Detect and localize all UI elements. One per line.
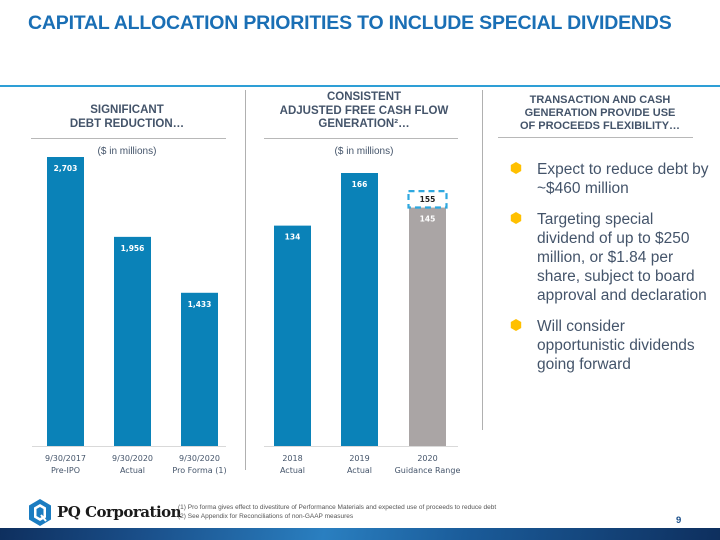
footnote: (2) See Appendix for Reconciliations of … [178,512,354,520]
bar [274,225,311,446]
heading-line: GENERATION PROVIDE USE [524,107,676,119]
category-sublabel: Guidance Range [395,466,461,475]
category-sublabel: Actual [120,466,145,475]
heading-line: DEBT REDUCTION… [69,117,185,130]
hexagon-bullet-icon [510,162,522,174]
guidance-high-label: 155 [420,195,436,204]
footer-band [0,528,720,540]
guidance-high-box [407,189,448,209]
right-heading-rule [498,137,693,138]
heading-line: TRANSACTION AND CASH [529,94,671,106]
bullet-text: Expect to reduce debt by ~$460 million [537,161,709,197]
left-heading-rule [31,138,226,139]
category-sublabel: Actual [280,466,305,475]
bar-value-label: 2,703 [54,164,78,173]
heading-line: CONSISTENT [326,91,402,103]
bar-value-label: 1,433 [188,300,212,309]
left-column-heading: SIGNIFICANT DEBT REDUCTION… [28,104,226,131]
footnote: (1) Pro forma gives effect to divestitur… [178,504,497,511]
column-divider [245,90,246,470]
bullet-text: Will consider opportunistic dividends go… [537,318,695,373]
heading-line: GENERATION²… [318,118,410,130]
bullet-list: Expect to reduce debt by ~$460 million T… [510,160,715,386]
category-label: 2019 [349,454,369,463]
slide-title: CAPITAL ALLOCATION PRIORITIES TO INCLUDE… [28,12,672,34]
heading-line: ADJUSTED FREE CASH FLOW [279,104,449,117]
bar-value-label: 166 [352,180,368,189]
bar [341,173,378,446]
category-sublabel: Pre-IPO [51,466,80,475]
bullet-item: Targeting special dividend of up to $250… [510,210,715,305]
middle-column-heading: CONSISTENT ADJUSTED FREE CASH FLOW GENER… [250,91,478,132]
bullet-item: Expect to reduce debt by ~$460 million [510,160,715,198]
bar [181,292,218,446]
logo-wordmark: PQ Corporation [57,503,182,521]
bar-value-label: 1,956 [121,244,145,253]
category-sublabel: Pro Forma (1) [172,466,226,475]
column-divider [482,90,483,430]
category-label: 9/30/2020 [112,454,153,463]
hexagon-bullet-icon [510,212,522,224]
category-label: 9/30/2020 [179,454,220,463]
category-label: 2018 [282,454,302,463]
bar [114,236,151,446]
category-label: 2020 [417,454,437,463]
bar-value-label: 145 [420,215,436,224]
footnotes: (1) Pro forma gives effect to divestitur… [178,504,496,521]
company-logo: PQ Corporation [28,498,182,526]
bar [409,207,446,446]
bar-value-label: 134 [285,233,301,242]
middle-chart-unit-label: ($ in millions) [334,146,394,157]
middle-heading-rule [264,138,458,139]
left-chart-unit-label: ($ in millions) [97,146,157,157]
bullet-item: Will consider opportunistic dividends go… [510,317,715,374]
bullet-text: Targeting special dividend of up to $250… [537,211,707,304]
page-number: 9 [676,515,682,526]
pq-logo-icon [29,498,51,526]
category-label: 9/30/2017 [45,454,86,463]
bar [47,157,84,446]
hexagon-bullet-icon [510,319,522,331]
heading-line: SIGNIFICANT [90,104,164,116]
heading-line: OF PROCEEDS FLEXIBILITY… [519,120,681,132]
title-divider [0,85,720,87]
category-sublabel: Actual [347,466,372,475]
right-column-heading: TRANSACTION AND CASH GENERATION PROVIDE … [490,94,710,133]
